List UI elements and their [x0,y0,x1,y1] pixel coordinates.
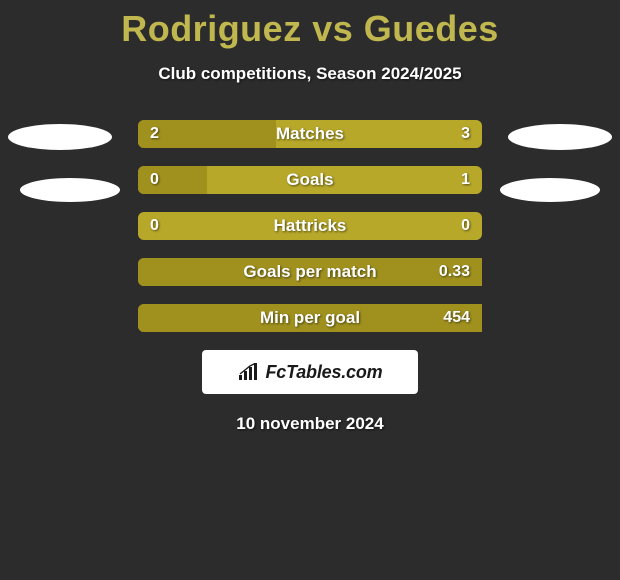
stat-value-right: 1 [461,166,470,194]
stat-label: Matches [138,120,482,148]
player-right-ellipse-2 [500,178,600,202]
player-left-ellipse-2 [20,178,120,202]
player-right-ellipse-1 [508,124,612,150]
stat-value-right: 0.33 [439,258,470,286]
player-left-ellipse-1 [8,124,112,150]
subtitle: Club competitions, Season 2024/2025 [0,64,620,84]
stat-row-min-per-goal: Min per goal 454 [138,304,482,332]
stat-label: Goals [138,166,482,194]
stat-label: Min per goal [138,304,482,332]
bar-chart-icon [238,363,260,381]
stat-label: Hattricks [138,212,482,240]
stat-row-matches: 2 Matches 3 [138,120,482,148]
stat-value-right: 3 [461,120,470,148]
stat-value-right: 454 [443,304,470,332]
stat-rows: 2 Matches 3 0 Goals 1 0 Hattricks 0 Goal… [0,120,620,332]
brand-text: FcTables.com [266,362,383,383]
date-text: 10 november 2024 [0,414,620,434]
stat-value-right: 0 [461,212,470,240]
stat-label: Goals per match [138,258,482,286]
stat-row-hattricks: 0 Hattricks 0 [138,212,482,240]
brand-badge: FcTables.com [202,350,418,394]
stat-row-goals-per-match: Goals per match 0.33 [138,258,482,286]
page-title: Rodriguez vs Guedes [0,0,620,50]
stat-row-goals: 0 Goals 1 [138,166,482,194]
